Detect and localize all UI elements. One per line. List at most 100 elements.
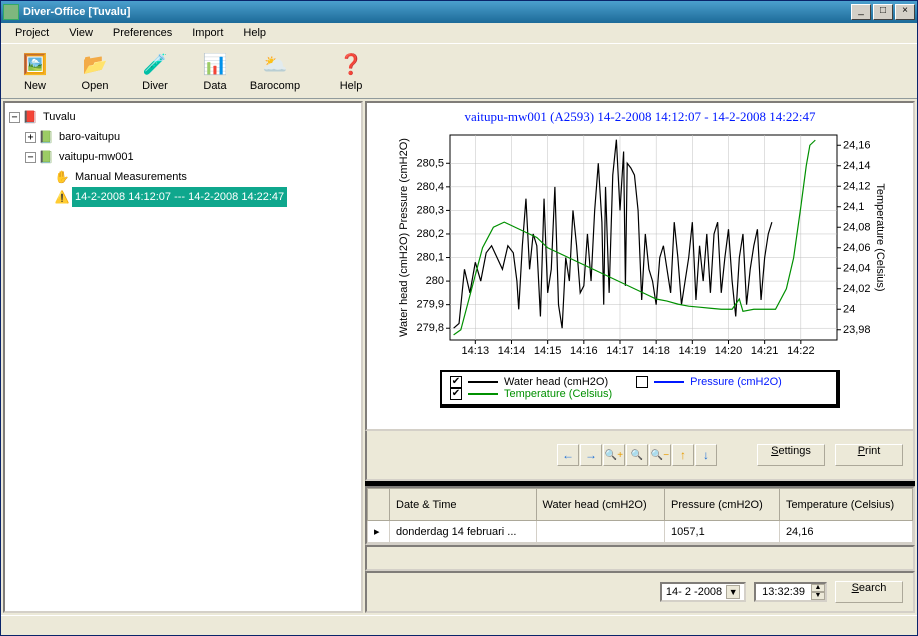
svg-text:14:20: 14:20 [715, 345, 743, 357]
svg-text:24: 24 [843, 303, 855, 315]
maximize-button[interactable]: □ [873, 4, 893, 20]
chart-svg: 279,8279,9280280,1280,2280,3280,4280,523… [395, 129, 885, 364]
svg-text:24,04: 24,04 [843, 262, 871, 274]
legend-pressure-label: Pressure (cmH2O) [690, 376, 782, 388]
cell-temperature: 24,16 [779, 521, 912, 543]
svg-text:14:18: 14:18 [642, 345, 670, 357]
menu-help[interactable]: Help [235, 25, 274, 41]
new-icon: 🖼️ [21, 50, 49, 78]
statusbar [1, 615, 917, 635]
cell-datetime: donderdag 14 februari ... [390, 521, 537, 543]
table-header-pressure[interactable]: Pressure (cmH2O) [665, 489, 780, 521]
table-header-temperature[interactable]: Temperature (Celsius) [779, 489, 912, 521]
date-picker[interactable]: 14- 2 -2008 ▼ [660, 582, 746, 602]
tree-node-manual-label: Manual Measurements [72, 167, 190, 187]
tool-barocomp-label: Barocomp [250, 80, 300, 92]
legend-waterhead-label: Water head (cmH2O) [504, 376, 608, 388]
print-button[interactable]: Print [835, 444, 903, 466]
menu-import[interactable]: Import [184, 25, 231, 41]
tree-node-vaitupu[interactable]: − 📗 vaitupu-mw001 [25, 147, 359, 167]
table-header-waterhead[interactable]: Water head (cmH2O) [536, 489, 665, 521]
svg-text:24,06: 24,06 [843, 242, 871, 254]
legend-waterhead-checkbox[interactable]: ✔ [450, 376, 462, 388]
tree-node-recording[interactable]: ⚠️ 14-2-2008 14:12:07 --- 14-2-2008 14:2… [41, 187, 359, 207]
spacer-panel [365, 545, 915, 571]
svg-text:Water head (cmH2O) Pressure (c: Water head (cmH2O) Pressure (cmH2O) [398, 138, 410, 337]
chart-title: vaitupu-mw001 (A2593) 14-2-2008 14:12:07… [373, 109, 907, 125]
tool-barocomp[interactable]: 🌥️ Barocomp [247, 46, 303, 96]
legend-pressure-checkbox[interactable] [636, 376, 648, 388]
zoom-in-button[interactable]: 🔍+ [603, 444, 625, 466]
search-button[interactable]: Search [835, 581, 903, 603]
warning-icon: ⚠️ [54, 189, 70, 205]
menu-preferences[interactable]: Preferences [105, 25, 180, 41]
tool-data-label: Data [203, 80, 226, 92]
tool-new-label: New [24, 80, 46, 92]
table-header-datetime[interactable]: Date & Time [390, 489, 537, 521]
menu-project[interactable]: Project [7, 25, 57, 41]
svg-text:23,98: 23,98 [843, 324, 871, 336]
minimize-button[interactable]: _ [851, 4, 871, 20]
toolbar: 🖼️ New 📂 Open 🧪Diver 📊Data 🌥️ Barocomp ❓Hel… [1, 43, 917, 99]
tree-node-manual[interactable]: ✋ Manual Measurements [41, 167, 359, 187]
legend-pressure-line [654, 381, 684, 383]
svg-text:280: 280 [426, 275, 444, 287]
svg-text:14:14: 14:14 [498, 345, 526, 357]
legend: ✔ Water head (cmH2O) Pressure (cmH2O) ✔ … [440, 370, 840, 408]
svg-text:14:15: 14:15 [534, 345, 562, 357]
svg-text:24,1: 24,1 [843, 201, 864, 213]
nav-buttons: ← → 🔍+ 🔍 🔍− ↑ ↓ [557, 444, 717, 466]
barocomp-icon: 🌥️ [261, 50, 289, 78]
settings-button[interactable]: Settings [757, 444, 825, 466]
tool-diver-label: Diver [142, 80, 168, 92]
svg-text:Temperature (Celsius): Temperature (Celsius) [874, 183, 885, 291]
spin-up-icon[interactable]: ▲ [811, 584, 825, 592]
tool-open-label: Open [82, 80, 109, 92]
tool-open[interactable]: 📂 Open [67, 46, 123, 96]
svg-text:14:17: 14:17 [606, 345, 634, 357]
close-button[interactable]: × [895, 4, 915, 20]
tree-node-baro-label: baro-vaitupu [56, 127, 123, 147]
titlebar[interactable]: Diver-Office [Tuvalu] _ □ × [1, 1, 917, 23]
svg-text:24,02: 24,02 [843, 283, 871, 295]
app-icon [3, 4, 19, 20]
svg-text:280,5: 280,5 [416, 157, 444, 169]
table-row[interactable]: ▸ donderdag 14 februari ... 1057,1 24,16 [368, 521, 913, 543]
tool-help[interactable]: ❓Help [323, 46, 379, 96]
collapse-icon[interactable]: − [25, 152, 36, 163]
zoom-reset-button[interactable]: 🔍 [626, 444, 648, 466]
content-area: − 📕 Tuvalu + 📗 baro-vaitupu [1, 99, 917, 615]
window-title: Diver-Office [Tuvalu] [23, 6, 851, 18]
help-icon: ❓ [337, 50, 365, 78]
expand-icon[interactable]: + [25, 132, 36, 143]
time-value: 13:32:39 [756, 586, 811, 598]
nav-next-button[interactable]: → [580, 444, 602, 466]
tree-root-label: Tuvalu [40, 107, 79, 127]
svg-text:14:13: 14:13 [462, 345, 490, 357]
tool-diver[interactable]: 🧪Diver [127, 46, 183, 96]
nav-down-button[interactable]: ↓ [695, 444, 717, 466]
tool-data[interactable]: 📊Data [187, 46, 243, 96]
folder-icon: 📗 [38, 129, 54, 145]
menubar: Project View Preferences Import Help [1, 23, 917, 43]
tree-node-baro[interactable]: + 📗 baro-vaitupu [25, 127, 359, 147]
zoom-out-button[interactable]: 🔍− [649, 444, 671, 466]
svg-text:24,12: 24,12 [843, 180, 871, 192]
svg-text:279,8: 279,8 [416, 322, 444, 334]
spin-down-icon[interactable]: ▼ [811, 592, 825, 600]
tool-new[interactable]: 🖼️ New [7, 46, 63, 96]
menu-view[interactable]: View [61, 25, 101, 41]
dropdown-icon[interactable]: ▼ [726, 585, 740, 599]
open-icon: 📂 [81, 50, 109, 78]
nav-prev-button[interactable]: ← [557, 444, 579, 466]
collapse-icon[interactable]: − [9, 112, 20, 123]
svg-text:280,1: 280,1 [416, 252, 444, 264]
svg-text:24,08: 24,08 [843, 221, 871, 233]
legend-temperature-checkbox[interactable]: ✔ [450, 388, 462, 400]
table-header-blank [368, 489, 390, 521]
chart-panel: vaitupu-mw001 (A2593) 14-2-2008 14:12:07… [365, 101, 915, 431]
tree-root[interactable]: − 📕 Tuvalu [9, 107, 359, 127]
cell-pressure: 1057,1 [665, 521, 780, 543]
nav-up-button[interactable]: ↑ [672, 444, 694, 466]
time-spinner[interactable]: 13:32:39 ▲ ▼ [754, 582, 827, 602]
